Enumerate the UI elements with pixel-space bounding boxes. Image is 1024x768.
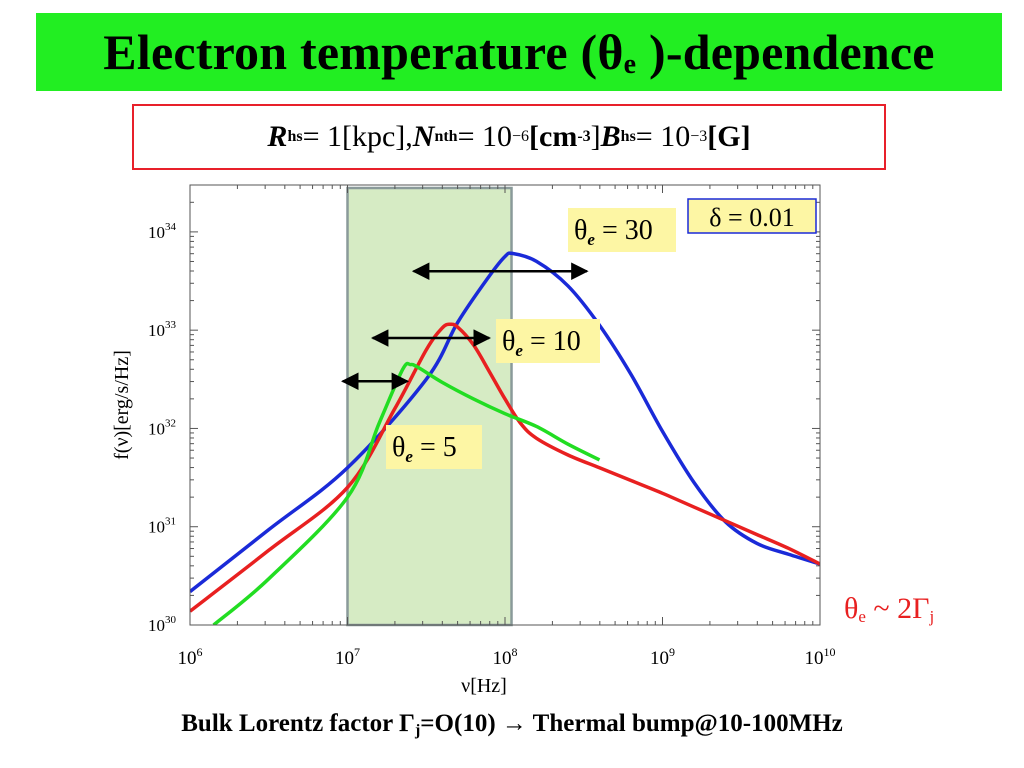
param-N-value: = 10 [457, 120, 512, 153]
y-axis-label: f(ν)[erg/s/Hz] [111, 350, 133, 460]
param-N-close: ] [590, 120, 601, 153]
title-banner: Electron temperature (θe )-dependence [36, 13, 1002, 91]
param-R: R [267, 120, 288, 153]
y-tick-label: 1032 [148, 417, 176, 438]
y-tick: 1033 [148, 235, 820, 340]
curve-theta-10 [190, 322, 820, 613]
param-B: B [600, 120, 621, 153]
y-tick: 1032 [148, 334, 820, 438]
relation-sub-e: e [858, 607, 866, 626]
x-tick-label: 1010 [805, 645, 836, 669]
param-N-exp: −6 [512, 128, 530, 145]
param-N-sub: nth [434, 128, 458, 145]
param-B-value: = 10 [635, 120, 691, 153]
footer-end: =O(10) → Thermal bump@10-100MHz [420, 710, 843, 737]
x-tick-label: 109 [650, 645, 675, 669]
param-R-value: = 1[kpc], [302, 120, 413, 153]
x-tick-label: 108 [493, 645, 518, 669]
slide-title: Electron temperature (θe )-dependence [103, 23, 934, 81]
label-theta-5: θe = 5 [386, 425, 482, 469]
x-tick-label: 106 [178, 645, 203, 669]
x-tick-label: 107 [335, 645, 360, 669]
footer-main: Bulk Lorentz factor Γ [181, 710, 415, 737]
title-subscript: e [623, 49, 637, 80]
label-theta-10: θe = 10 [496, 319, 600, 363]
y-tick-label: 1030 [148, 614, 177, 635]
y-tick: 1030 [148, 530, 820, 635]
delta-label: δ = 0.01 [687, 198, 817, 234]
x-tick: 109 [650, 185, 814, 669]
param-B-exp: −3 [690, 128, 708, 145]
label-theta-30: θe = 30 [568, 208, 676, 252]
title-text: Electron temperature (θ [103, 24, 624, 80]
curve-theta-5 [212, 361, 601, 625]
y-tick-label: 1031 [148, 516, 176, 537]
y-tick: 1031 [148, 432, 820, 537]
param-R-sub: hs [287, 128, 303, 145]
param-N-unit-exp: -3 [577, 128, 591, 145]
plot-frame [189, 184, 821, 626]
x-tick: 1010 [805, 185, 836, 669]
y-tick-label: 1033 [148, 319, 177, 340]
theta-gamma-relation: θe ~ 2Γj [844, 592, 934, 627]
svg-text:θe = 5: θe = 5 [392, 432, 457, 466]
param-N-unit: [cm [529, 120, 578, 153]
x-tick: 106 [178, 185, 341, 669]
title-end: )-dependence [636, 24, 935, 80]
param-B-unit: [G] [707, 120, 751, 153]
footer-sub: j [414, 722, 421, 739]
y-tick-label: 1034 [148, 221, 177, 242]
svg-text:θe = 30: θe = 30 [574, 215, 653, 249]
x-tick: 108 [493, 185, 656, 669]
slide-footer: Bulk Lorentz factor Γj=O(10) → Thermal b… [0, 710, 1024, 740]
param-B-sub: hs [620, 128, 636, 145]
relation-mid: ~ 2Γ [865, 592, 930, 625]
x-axis-label: ν[Hz] [461, 675, 507, 697]
svg-text:θe = 10: θe = 10 [502, 326, 581, 360]
x-tick: 107 [335, 185, 499, 669]
highlight-band [346, 186, 513, 627]
relation-theta: θ [844, 592, 859, 625]
relation-sub-j: j [929, 607, 935, 626]
param-N: N [412, 120, 435, 153]
delta-text: δ = 0.01 [709, 203, 794, 232]
